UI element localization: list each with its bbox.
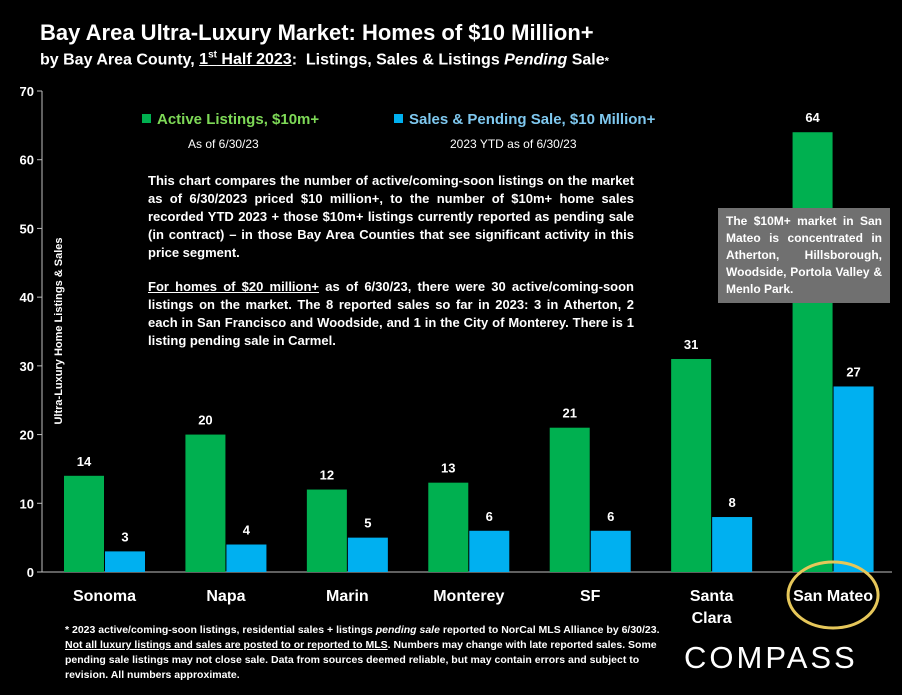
- footnote: * 2023 active/coming-soon listings, resi…: [65, 623, 670, 683]
- footnote-underlined: Not all luxury listings and sales are po…: [65, 639, 388, 651]
- subtitle-colon: :: [291, 51, 298, 69]
- bar-value-label: 20: [198, 413, 212, 428]
- legend-sales-swatch: [394, 114, 403, 123]
- bar-sales-marin: [347, 537, 388, 572]
- bar-value-label: 5: [364, 516, 371, 531]
- subtitle-half-num: 1: [199, 51, 209, 69]
- legend-active: Active Listings, $10m+ As of 6/30/23: [142, 111, 320, 151]
- bar-sales-sonoma: [105, 551, 145, 572]
- bar-value-label: 3: [121, 529, 128, 544]
- x-category-label: SF: [580, 588, 601, 605]
- y-tick-label: 40: [20, 290, 34, 305]
- legend-sales-label: Sales & Pending Sale, $10 Million+: [409, 111, 656, 128]
- bar-value-label: 4: [243, 523, 251, 538]
- y-tick-label: 70: [20, 84, 34, 99]
- x-category-label: Clara: [692, 610, 732, 627]
- bar-value-label: 8: [729, 495, 736, 510]
- chart-subtitle: by Bay Area County, 1st Half 2023: Listi…: [40, 50, 609, 69]
- legend-active-label: Active Listings, $10m+: [157, 111, 320, 128]
- bar-value-label: 13: [441, 461, 455, 476]
- y-tick-label: 50: [20, 221, 34, 236]
- legend-sales-sub: 2023 YTD as of 6/30/23: [450, 137, 577, 151]
- note-paragraph-2: For homes of $20 million+ as of 6/30/23,…: [148, 278, 634, 350]
- footnote-part1: * 2023 active/coming-soon listings, resi…: [65, 624, 376, 636]
- y-tick-label: 30: [20, 359, 34, 374]
- san-mateo-callout: The $10M+ market in San Mateo is concent…: [718, 208, 890, 303]
- footnote-part3: . Numbers may change with late reported …: [65, 639, 657, 681]
- compass-logo: COMPASS: [684, 640, 858, 675]
- chart-title: Bay Area Ultra-Luxury Market: Homes of $…: [40, 20, 594, 45]
- x-category-label: Sonoma: [73, 588, 136, 605]
- legend-active-sub: As of 6/30/23: [188, 137, 259, 151]
- highlight-ellipse: [786, 560, 880, 630]
- x-category-label: San Mateo: [793, 588, 873, 605]
- bar-sales-santa-clara: [712, 517, 753, 572]
- bar-active-sf: [549, 427, 590, 572]
- subtitle-half: 1st Half 2023: [199, 50, 292, 69]
- bar-value-label: 21: [562, 406, 576, 421]
- subtitle-mid: Listings, Sales & Listings: [297, 51, 505, 69]
- legend-active-swatch: [142, 114, 151, 123]
- y-tick-label: 0: [27, 565, 34, 580]
- bar-value-label: 27: [846, 364, 860, 379]
- note-rest: as of 6/30/23, there were 30 active/comi…: [148, 279, 634, 348]
- y-tick-label: 10: [20, 496, 34, 511]
- bar-value-label: 6: [486, 509, 493, 524]
- subtitle-pending: Pending: [504, 51, 568, 69]
- bar-active-marin: [306, 489, 347, 572]
- bar-value-label: 6: [607, 509, 614, 524]
- bar-value-label: 12: [320, 468, 334, 483]
- note-paragraph-1: This chart compares the number of active…: [148, 173, 634, 260]
- subtitle-star: *: [604, 55, 609, 68]
- x-category-label: Monterey: [433, 588, 504, 605]
- subtitle-half-rest: Half 2023: [216, 51, 292, 69]
- subtitle-half-sup: st: [208, 50, 217, 61]
- footnote-part2: reported to NorCal MLS Alliance by 6/30/…: [439, 624, 660, 636]
- bar-sales-sf: [590, 530, 631, 572]
- x-category-label: Marin: [326, 588, 369, 605]
- bar-active-sonoma: [64, 475, 104, 572]
- x-category-label: Santa: [690, 588, 734, 605]
- bar-value-label: 14: [77, 454, 92, 469]
- bar-sales-san-mateo: [833, 386, 874, 572]
- legend-sales: Sales & Pending Sale, $10 Million+ 2023 …: [394, 111, 656, 151]
- bar-sales-napa: [226, 544, 267, 572]
- y-tick-label: 60: [20, 153, 34, 168]
- note-underlined: For homes of $20 million+: [148, 279, 320, 294]
- bar-value-label: 64: [805, 110, 820, 125]
- bar-sales-monterey: [469, 530, 510, 572]
- y-axis-label: Ultra-Luxury Home Listings & Sales: [53, 237, 65, 424]
- bar-value-label: 31: [684, 337, 698, 352]
- x-category-label: Napa: [206, 588, 245, 605]
- subtitle-end: Sale: [567, 51, 605, 69]
- footnote-italic: pending sale: [375, 624, 440, 636]
- subtitle-prefix: by Bay Area County,: [40, 51, 195, 69]
- explanation-note: This chart compares the number of active…: [148, 172, 634, 366]
- bar-active-monterey: [428, 482, 469, 572]
- bar-active-santa-clara: [671, 358, 712, 572]
- bar-active-napa: [185, 434, 226, 572]
- y-tick-label: 20: [20, 428, 34, 443]
- bar-active-san-mateo: [792, 132, 833, 572]
